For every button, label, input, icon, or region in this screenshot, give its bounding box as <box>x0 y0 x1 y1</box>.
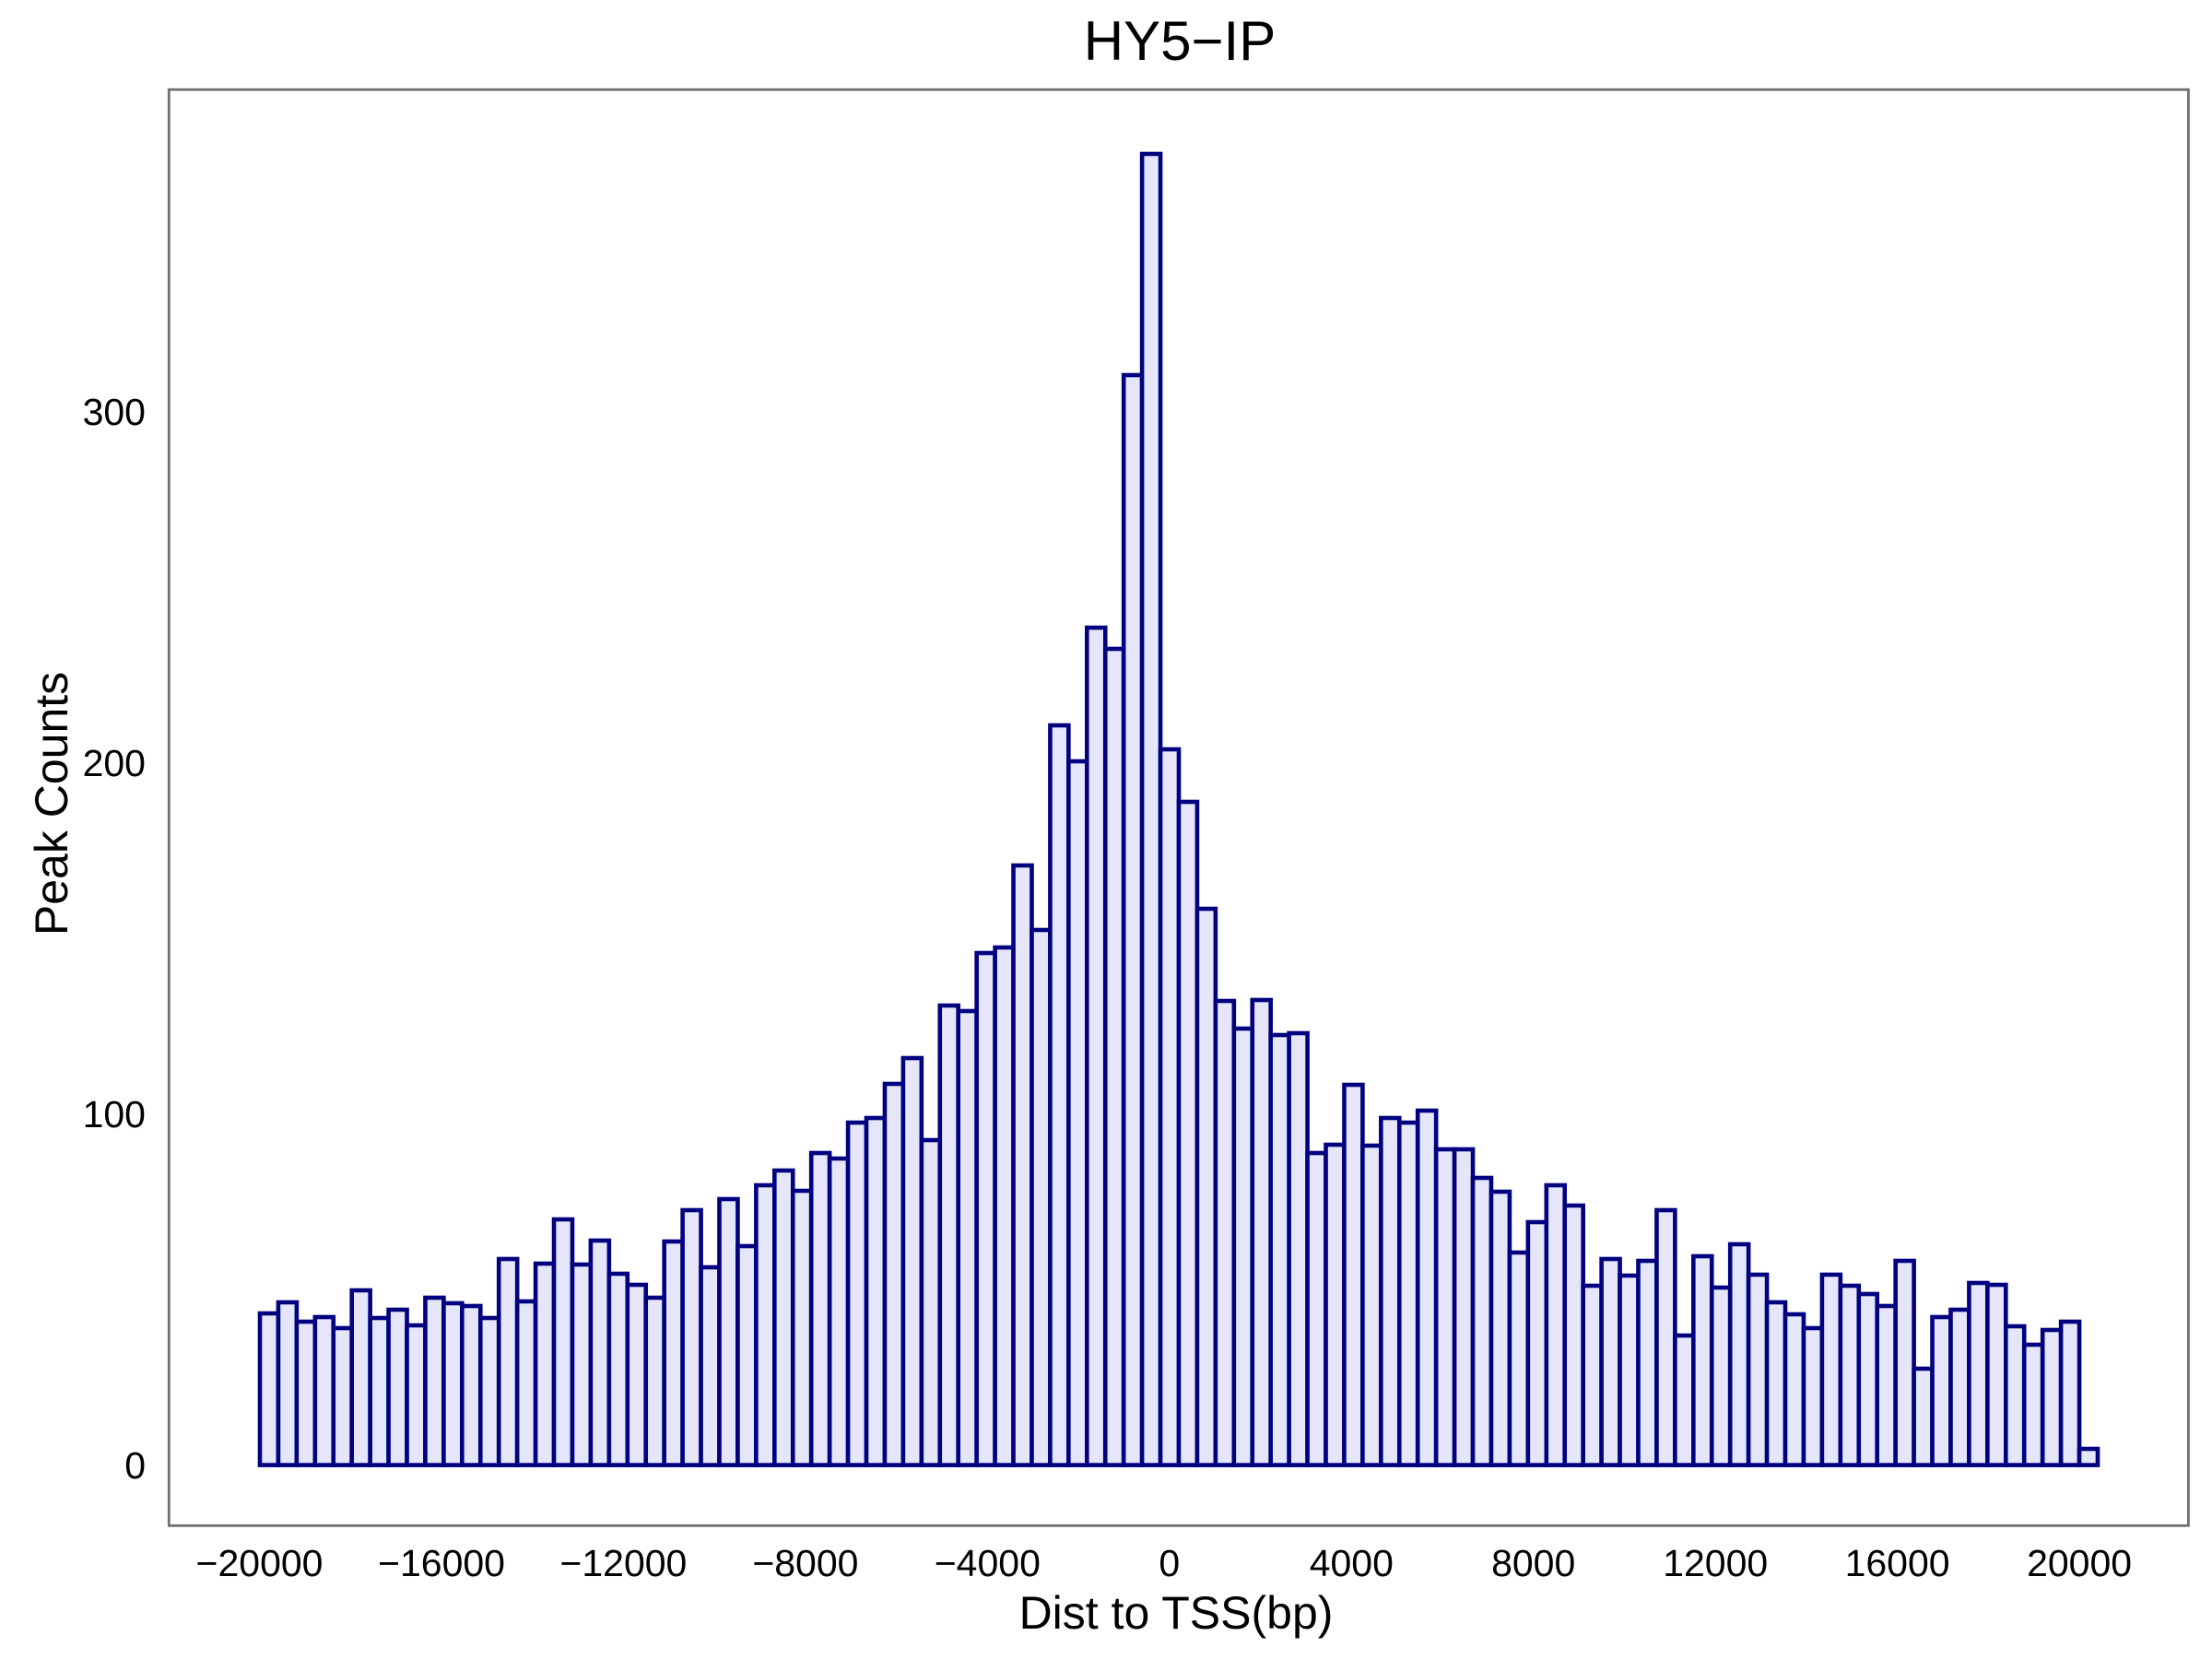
svg-text:100: 100 <box>83 1093 146 1135</box>
svg-text:−4000: −4000 <box>935 1542 1041 1584</box>
svg-text:Dist to TSS(bp): Dist to TSS(bp) <box>1019 1587 1334 1639</box>
svg-text:300: 300 <box>83 391 146 433</box>
svg-text:0: 0 <box>1159 1542 1180 1584</box>
svg-text:20000: 20000 <box>2027 1542 2132 1584</box>
svg-text:12000: 12000 <box>1663 1542 1768 1584</box>
svg-text:HY5−IP: HY5−IP <box>1084 10 1276 72</box>
svg-text:Peak Counts: Peak Counts <box>26 672 77 935</box>
svg-text:−16000: −16000 <box>378 1542 505 1584</box>
svg-text:200: 200 <box>83 742 146 784</box>
svg-text:−12000: −12000 <box>559 1542 687 1584</box>
svg-text:−8000: −8000 <box>752 1542 858 1584</box>
svg-text:0: 0 <box>124 1444 146 1487</box>
svg-text:−20000: −20000 <box>196 1542 324 1584</box>
svg-text:16000: 16000 <box>1845 1542 1950 1584</box>
svg-text:4000: 4000 <box>1310 1542 1394 1584</box>
svg-text:8000: 8000 <box>1491 1542 1575 1584</box>
